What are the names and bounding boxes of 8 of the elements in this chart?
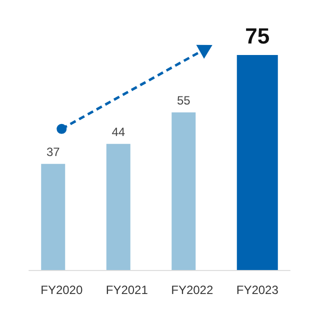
- x-tick-label: FY2020: [40, 283, 83, 297]
- data-label: 37: [46, 144, 60, 159]
- data-label: 44: [112, 124, 126, 139]
- x-tick-label: FY2023: [236, 283, 279, 297]
- data-label: 75: [245, 24, 270, 48]
- x-tick-label: FY2021: [106, 283, 148, 297]
- data-label: 55: [176, 93, 191, 108]
- x-tick-label: FY2022: [171, 283, 214, 297]
